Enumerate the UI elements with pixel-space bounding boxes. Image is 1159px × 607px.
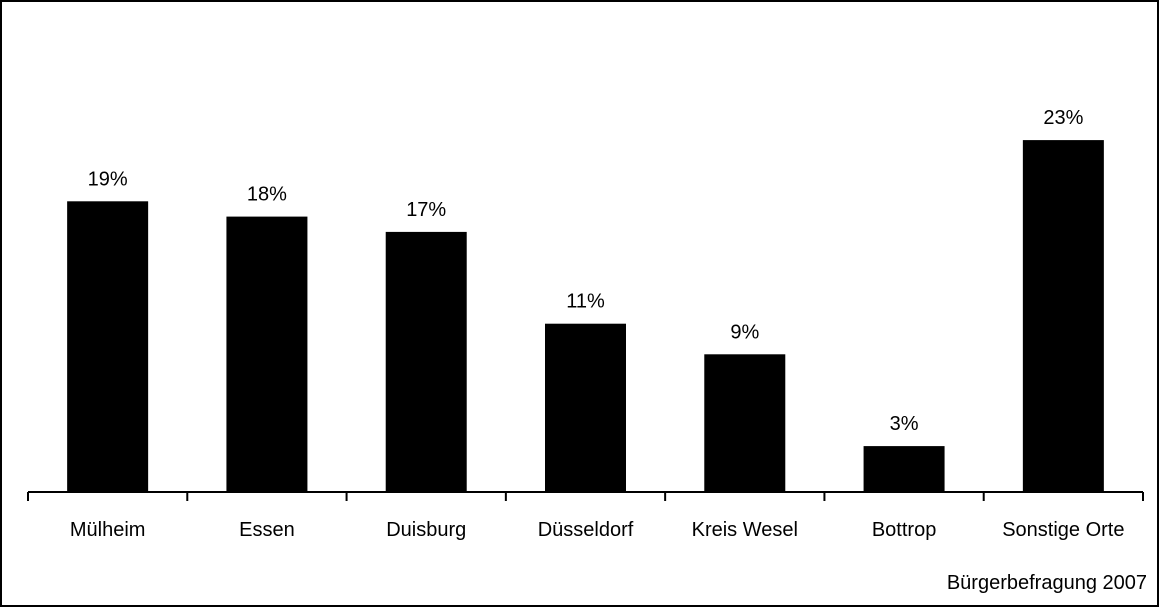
data-label: 17% [406,199,446,221]
bar [545,323,626,492]
bar [704,354,786,492]
data-labels-group: 19% 18% 17% 11% 9% 3% 23% [88,107,1084,435]
category-label: Essen [239,519,295,541]
data-label: 18% [247,184,287,206]
bar [1022,140,1104,492]
bar [67,201,149,493]
x-axis [27,491,1144,501]
category-label: Kreis Wesel [692,519,798,541]
bars-group [67,140,1104,493]
data-label: 19% [88,168,128,190]
bar [385,231,467,492]
category-label: Mülheim [70,519,146,541]
bar [226,216,308,492]
bar [863,446,945,492]
data-label: 3% [890,413,919,435]
data-label: 23% [1043,107,1083,129]
data-label: 11% [566,291,605,313]
category-label: Sonstige Orte [1002,519,1124,541]
category-label: Düsseldorf [538,519,634,541]
data-label: 9% [730,321,759,343]
category-labels-group: Mülheim Essen Duisburg Düsseldorf Kreis Wese… [70,519,1125,541]
category-label: Duisburg [386,519,466,541]
source-note: Bürgerbefragung 2007 [946,572,1147,594]
category-label: Bottrop [872,519,936,541]
